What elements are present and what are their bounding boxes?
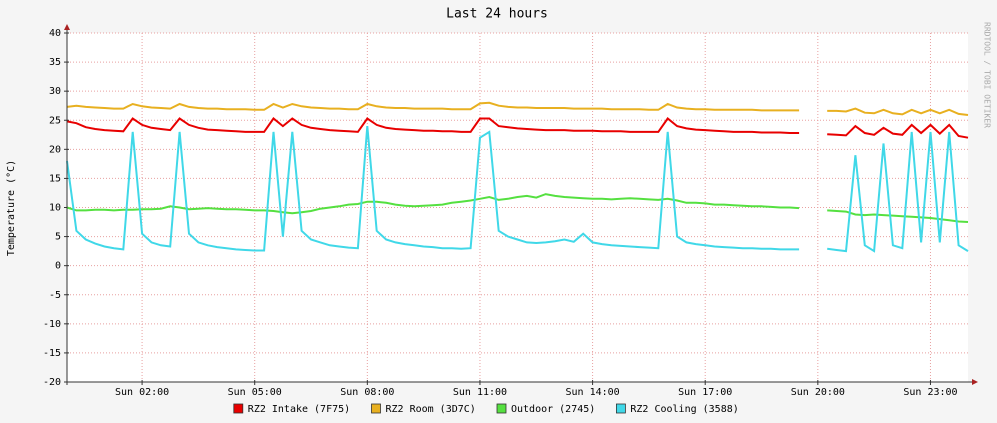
y-axis-label: Temperature (°C) — [6, 160, 17, 256]
legend-swatch — [616, 403, 626, 414]
y-tick-label: -10 — [43, 319, 61, 330]
watermark: RRDTOOL / TOBI OETIKER — [983, 22, 992, 128]
legend: RZ2 Intake (7F75) RZ2 Room (3D7C) Outdoor … — [233, 403, 739, 415]
lines — [66, 101, 969, 253]
legend-label: RZ2 Cooling (3588) — [630, 404, 738, 415]
y-arrow — [64, 24, 70, 30]
y-tick-label: 15 — [49, 173, 61, 184]
y-tick-label: -20 — [43, 377, 61, 388]
y-tick-label: 10 — [49, 203, 61, 214]
legend-swatch — [371, 403, 381, 414]
y-tick-label: 25 — [49, 115, 61, 126]
y-tick-label: 5 — [55, 232, 61, 243]
y-tick-label: 20 — [49, 144, 61, 155]
x-tick-label: Sun 17:00 — [678, 387, 732, 398]
legend-label: RZ2 Room (3D7C) — [386, 404, 476, 415]
y-tick-label: -5 — [49, 290, 61, 301]
x-tick-label: Sun 23:00 — [903, 387, 957, 398]
series-line — [66, 117, 969, 139]
legend-label: RZ2 Intake (7F75) — [248, 404, 350, 415]
y-tick-label: -15 — [43, 348, 61, 359]
x-tick-label: Sun 08:00 — [340, 387, 394, 398]
legend-swatch — [233, 403, 244, 414]
x-tick-label: Sun 05:00 — [228, 387, 282, 398]
y-tick-label: 35 — [49, 57, 61, 68]
x-tick-label: Sun 02:00 — [115, 387, 169, 398]
grid — [64, 32, 968, 385]
legend-label: Outdoor (2745) — [511, 404, 595, 415]
y-tick-label: 0 — [55, 261, 61, 272]
series-line — [66, 101, 969, 116]
chart-title: Last 24 hours — [446, 7, 548, 22]
series-line — [66, 126, 969, 253]
x-tick-label: Sun 14:00 — [565, 387, 619, 398]
legend-swatch — [496, 403, 507, 414]
y-tick-label: 30 — [49, 86, 61, 97]
x-tick-label: Sun 11:00 — [453, 387, 507, 398]
x-arrow — [972, 379, 978, 385]
y-tick-label: 40 — [49, 28, 61, 39]
x-tick-label: Sun 20:00 — [791, 387, 845, 398]
